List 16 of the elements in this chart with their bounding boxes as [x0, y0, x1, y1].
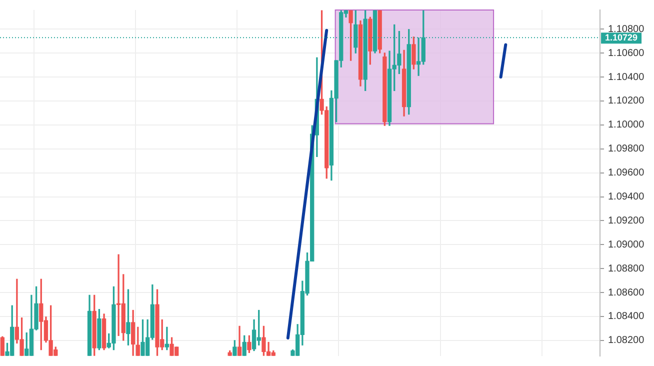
y-tick-label: 1.09000 — [608, 239, 645, 250]
y-tick-label: 1.10000 — [608, 120, 645, 131]
y-tick-label: 1.09200 — [608, 215, 645, 226]
y-tick-label: 1.08600 — [608, 287, 645, 298]
y-tick-label: 1.08200 — [608, 335, 645, 346]
y-tick-label: 1.10400 — [608, 72, 645, 83]
y-tick-label: 1.09800 — [608, 144, 645, 155]
y-tick-label: 1.10800 — [608, 24, 645, 35]
y-tick-label: 1.08400 — [608, 311, 645, 322]
y-tick-label: 1.09400 — [608, 192, 645, 203]
y-tick-label: 1.08800 — [608, 263, 645, 274]
candlestick — [164, 326, 170, 350]
y-tick-label: 1.09600 — [608, 168, 645, 179]
y-tick-label: 1.10600 — [608, 48, 645, 59]
ref-line-label: 1.10729 — [605, 32, 638, 43]
y-tick-label: 1.10200 — [608, 96, 645, 107]
